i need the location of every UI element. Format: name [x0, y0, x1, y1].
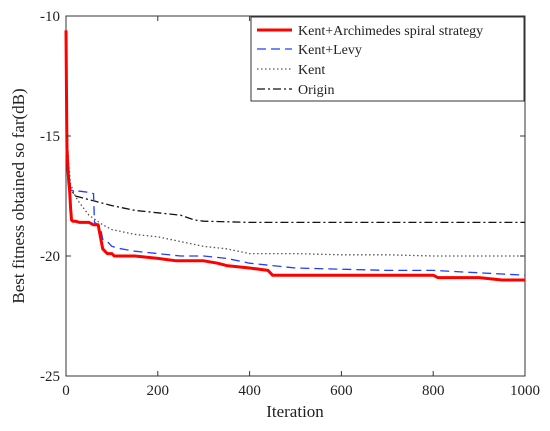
- x-axis-label: Iteration: [266, 402, 324, 421]
- y-tick-label: -25: [40, 369, 60, 385]
- y-tick-label: -15: [40, 129, 60, 145]
- y-axis-label: Best fitness obtained so far(dB): [9, 88, 28, 303]
- x-tick-label: 600: [330, 383, 353, 399]
- legend: Kent+Archimedes spiral strategy Kent+Levy…: [250, 16, 525, 102]
- series-line-2: [65, 35, 525, 257]
- series-line-1: [65, 30, 526, 276]
- series-line-0: [64, 30, 525, 282]
- x-tick-label: 400: [238, 383, 261, 399]
- legend-label-3: Origin: [298, 83, 335, 98]
- x-tick-label: 1000: [510, 383, 540, 399]
- tick-layer: 0 200 400 600 800 1000 -25 -20 -15 -10: [40, 9, 540, 399]
- x-tick-label: 200: [147, 383, 170, 399]
- x-tick-label: 0: [62, 383, 70, 399]
- legend-box: [250, 16, 525, 102]
- legend-label-0: Kent+Archimedes spiral strategy: [298, 24, 483, 39]
- series-layer: [64, 30, 526, 282]
- y-tick-label: -20: [40, 249, 60, 265]
- x-tick-label: 800: [422, 383, 445, 399]
- legend-label-1: Kent+Levy: [298, 43, 362, 58]
- y-tick-label: -10: [40, 9, 60, 25]
- legend-label-2: Kent: [298, 63, 325, 78]
